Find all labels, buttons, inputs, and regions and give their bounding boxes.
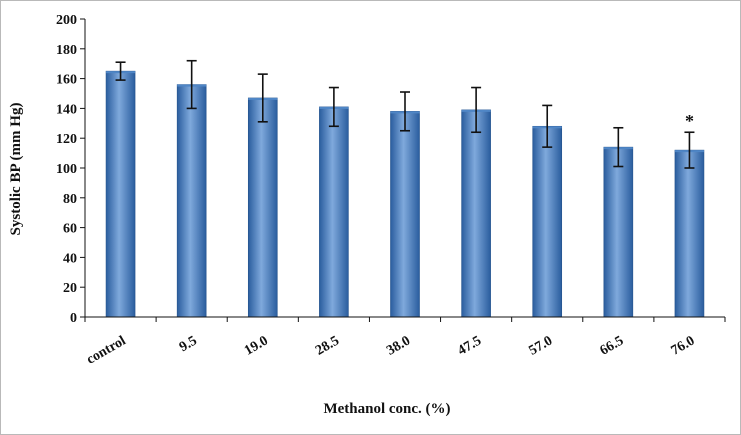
bar [319, 106, 349, 318]
x-tick-label: 9.5 [177, 333, 200, 355]
y-tick-label: 180 [56, 43, 77, 58]
significance-marker: * [685, 111, 694, 131]
y-tick-label: 0 [70, 311, 77, 326]
bar [674, 149, 705, 318]
y-tick-label: 120 [56, 132, 77, 147]
bar [603, 146, 634, 318]
x-tick-label: 28.5 [313, 333, 342, 358]
bar [532, 125, 563, 318]
y-tick-label: 160 [56, 73, 77, 88]
y-tick-label: 40 [63, 251, 77, 266]
bar [105, 70, 136, 318]
y-tick-label: 20 [63, 281, 77, 296]
y-axis-title: Systolic BP (mm Hg) [8, 103, 24, 236]
bars-layer: * [105, 59, 705, 318]
x-tick-label: 19.0 [242, 333, 271, 358]
y-tick-label: 100 [56, 162, 77, 177]
bar [247, 97, 278, 318]
x-tick-label: control [84, 333, 128, 367]
y-tick-label: 60 [63, 222, 77, 237]
bar [461, 109, 491, 318]
y-tick-label: 200 [56, 13, 77, 28]
bar [176, 84, 207, 318]
y-tick-label: 80 [63, 192, 77, 207]
x-tick-label: 57.0 [527, 333, 556, 358]
x-tick-label: 47.5 [455, 333, 484, 358]
bar [390, 111, 420, 318]
y-tick-label: 140 [56, 102, 77, 117]
x-tick-label: 66.5 [598, 333, 627, 358]
x-axis-title: Methanol conc. (%) [323, 401, 450, 417]
x-tick-label: 38.0 [384, 333, 413, 358]
x-tick-label: 76.0 [669, 333, 698, 358]
